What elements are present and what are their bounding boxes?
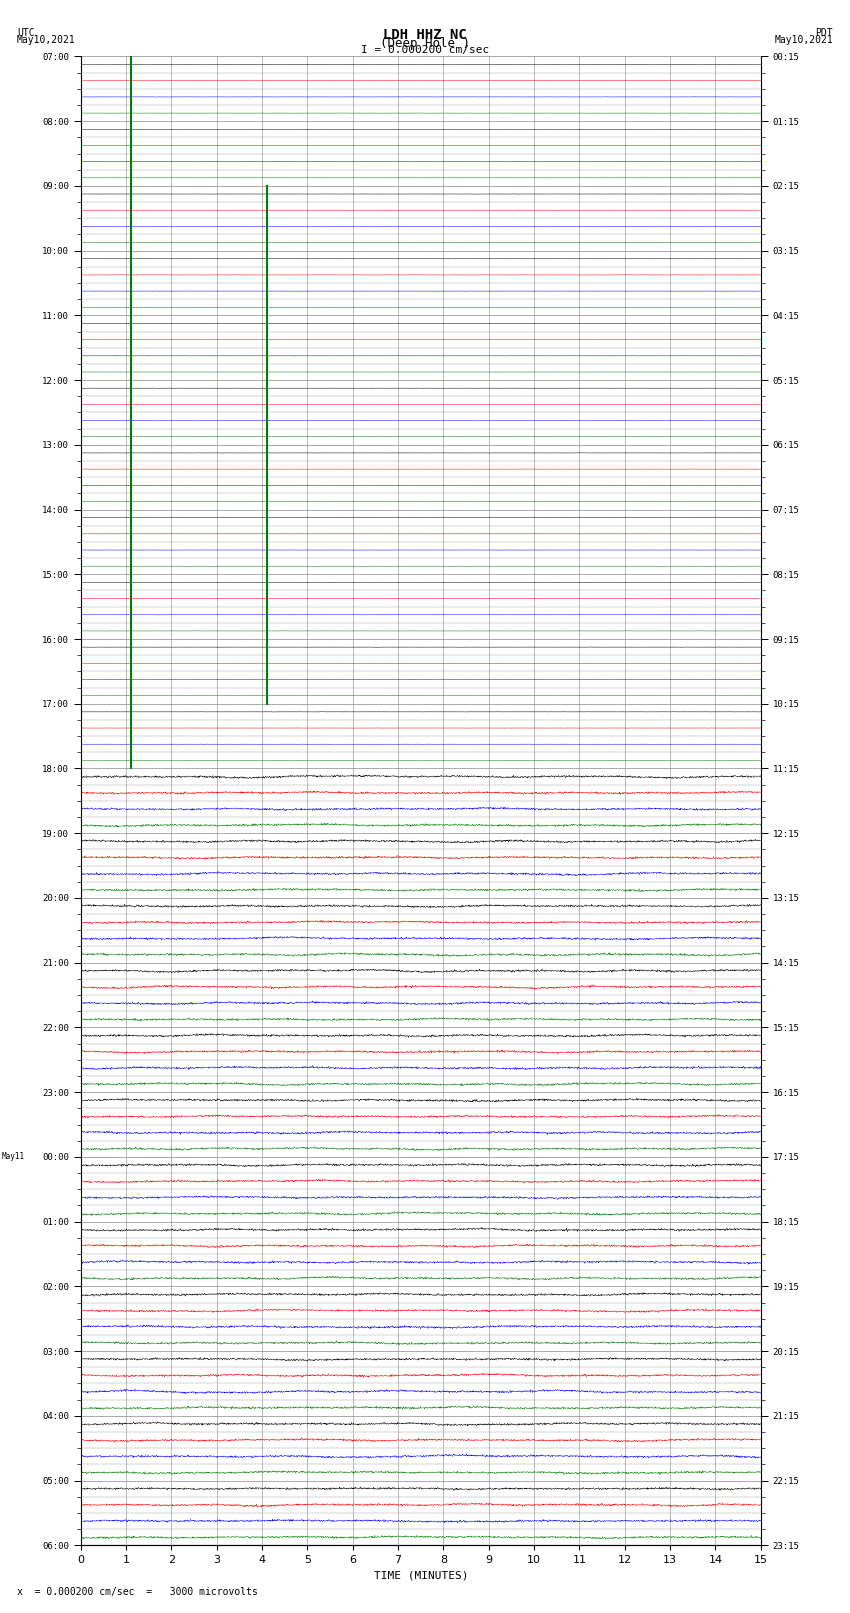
Text: May10,2021: May10,2021	[774, 35, 833, 45]
Text: PDT: PDT	[815, 29, 833, 39]
Text: May10,2021: May10,2021	[17, 35, 76, 45]
Text: (Deep Hole ): (Deep Hole )	[380, 37, 470, 50]
X-axis label: TIME (MINUTES): TIME (MINUTES)	[373, 1571, 468, 1581]
Text: May11: May11	[1, 1152, 25, 1161]
Text: UTC: UTC	[17, 29, 35, 39]
Text: LDH HHZ NC: LDH HHZ NC	[383, 29, 467, 42]
Text: I = 0.000200 cm/sec: I = 0.000200 cm/sec	[361, 45, 489, 55]
Text: x  = 0.000200 cm/sec  =   3000 microvolts: x = 0.000200 cm/sec = 3000 microvolts	[17, 1587, 258, 1597]
